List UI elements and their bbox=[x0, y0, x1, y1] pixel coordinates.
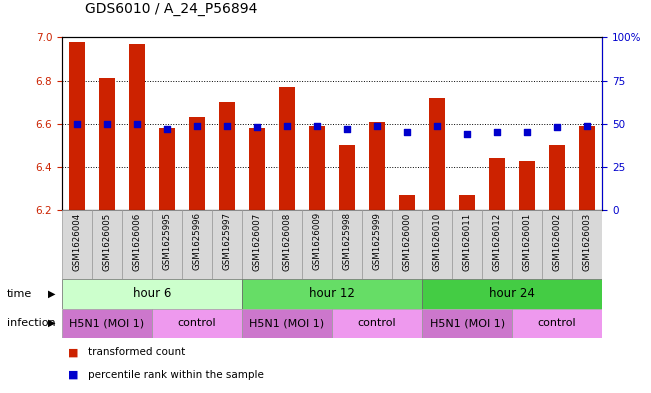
Point bbox=[312, 122, 322, 129]
Bar bbox=[152, 309, 242, 338]
Text: GSM1626009: GSM1626009 bbox=[312, 212, 322, 270]
Bar bbox=[302, 210, 332, 279]
Text: H5N1 (MOI 1): H5N1 (MOI 1) bbox=[69, 318, 145, 328]
Point bbox=[282, 122, 292, 129]
Point bbox=[372, 122, 382, 129]
Text: GSM1626001: GSM1626001 bbox=[523, 212, 532, 270]
Text: hour 12: hour 12 bbox=[309, 287, 355, 300]
Point bbox=[252, 124, 262, 130]
Bar bbox=[542, 210, 572, 279]
Text: GSM1625998: GSM1625998 bbox=[342, 212, 352, 270]
Bar bbox=[62, 210, 92, 279]
Text: GSM1625995: GSM1625995 bbox=[162, 212, 171, 270]
Text: infection: infection bbox=[7, 318, 55, 328]
Text: GSM1626003: GSM1626003 bbox=[583, 212, 592, 270]
Bar bbox=[182, 210, 212, 279]
Point bbox=[552, 124, 562, 130]
Bar bbox=[152, 210, 182, 279]
Text: control: control bbox=[178, 318, 216, 328]
Text: hour 24: hour 24 bbox=[489, 287, 535, 300]
Bar bbox=[159, 128, 175, 210]
Bar bbox=[309, 126, 326, 210]
Point bbox=[342, 126, 352, 132]
Point bbox=[102, 121, 112, 127]
Bar bbox=[189, 117, 205, 210]
Text: ▶: ▶ bbox=[48, 318, 55, 328]
Bar bbox=[332, 309, 422, 338]
Text: GSM1626004: GSM1626004 bbox=[72, 212, 81, 270]
Text: GDS6010 / A_24_P56894: GDS6010 / A_24_P56894 bbox=[85, 2, 257, 16]
Bar bbox=[572, 210, 602, 279]
Text: GSM1625996: GSM1625996 bbox=[193, 212, 201, 270]
Text: GSM1626007: GSM1626007 bbox=[253, 212, 262, 270]
Text: ■: ■ bbox=[68, 347, 79, 357]
Bar bbox=[399, 195, 415, 210]
Point bbox=[402, 129, 412, 136]
Bar bbox=[429, 98, 445, 210]
Text: GSM1626008: GSM1626008 bbox=[283, 212, 292, 270]
Bar bbox=[452, 210, 482, 279]
Bar bbox=[92, 210, 122, 279]
Bar bbox=[62, 279, 242, 309]
Text: GSM1626000: GSM1626000 bbox=[402, 212, 411, 270]
Text: time: time bbox=[7, 289, 32, 299]
Text: control: control bbox=[538, 318, 576, 328]
Text: GSM1626005: GSM1626005 bbox=[102, 212, 111, 270]
Text: ▶: ▶ bbox=[48, 289, 55, 299]
Bar bbox=[212, 210, 242, 279]
Bar bbox=[422, 309, 512, 338]
Bar bbox=[519, 160, 535, 210]
Bar bbox=[339, 145, 355, 210]
Text: transformed count: transformed count bbox=[88, 347, 185, 357]
Bar bbox=[68, 42, 85, 210]
Bar bbox=[129, 44, 145, 210]
Text: GSM1626006: GSM1626006 bbox=[132, 212, 141, 270]
Bar bbox=[549, 145, 566, 210]
Bar bbox=[512, 309, 602, 338]
Point bbox=[72, 121, 82, 127]
Text: GSM1626010: GSM1626010 bbox=[432, 212, 441, 270]
Bar bbox=[482, 210, 512, 279]
Text: percentile rank within the sample: percentile rank within the sample bbox=[88, 370, 264, 380]
Bar bbox=[122, 210, 152, 279]
Point bbox=[432, 122, 442, 129]
Bar bbox=[362, 210, 392, 279]
Text: GSM1625997: GSM1625997 bbox=[223, 212, 232, 270]
Bar bbox=[242, 210, 272, 279]
Text: GSM1625999: GSM1625999 bbox=[372, 212, 381, 270]
Point bbox=[522, 129, 533, 136]
Point bbox=[492, 129, 503, 136]
Bar bbox=[249, 128, 265, 210]
Bar bbox=[242, 279, 422, 309]
Point bbox=[222, 122, 232, 129]
Bar bbox=[459, 195, 475, 210]
Bar bbox=[242, 309, 332, 338]
Bar bbox=[368, 121, 385, 210]
Text: GSM1626002: GSM1626002 bbox=[553, 212, 562, 270]
Bar bbox=[219, 102, 235, 210]
Bar bbox=[422, 279, 602, 309]
Point bbox=[582, 122, 592, 129]
Bar bbox=[579, 126, 596, 210]
Text: control: control bbox=[358, 318, 396, 328]
Bar bbox=[392, 210, 422, 279]
Point bbox=[132, 121, 142, 127]
Bar bbox=[422, 210, 452, 279]
Bar bbox=[279, 87, 296, 210]
Bar bbox=[272, 210, 302, 279]
Bar bbox=[98, 79, 115, 210]
Bar bbox=[62, 309, 152, 338]
Point bbox=[462, 131, 473, 137]
Text: GSM1626012: GSM1626012 bbox=[493, 212, 502, 270]
Text: H5N1 (MOI 1): H5N1 (MOI 1) bbox=[249, 318, 325, 328]
Text: hour 6: hour 6 bbox=[133, 287, 171, 300]
Text: H5N1 (MOI 1): H5N1 (MOI 1) bbox=[430, 318, 505, 328]
Bar bbox=[489, 158, 505, 210]
Point bbox=[191, 122, 202, 129]
Text: GSM1626011: GSM1626011 bbox=[463, 212, 471, 270]
Bar bbox=[332, 210, 362, 279]
Point bbox=[161, 126, 172, 132]
Text: ■: ■ bbox=[68, 370, 79, 380]
Bar bbox=[512, 210, 542, 279]
